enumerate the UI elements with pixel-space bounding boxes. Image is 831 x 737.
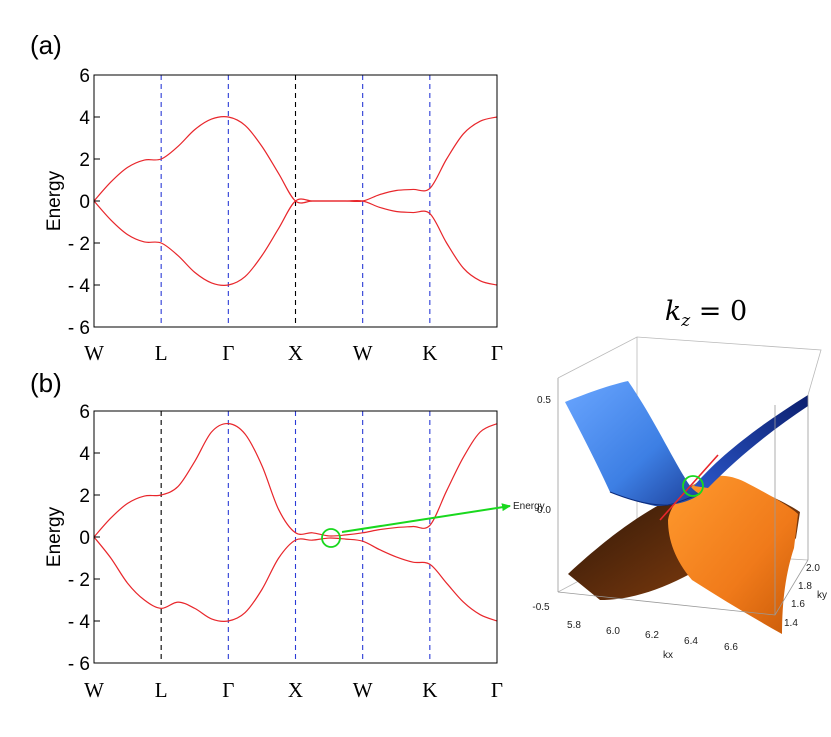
- box-front-edges: [557, 378, 809, 616]
- y-tick-label: 2: [79, 150, 90, 171]
- x-tick-label: W: [353, 678, 373, 702]
- x-tick-label: K: [422, 678, 437, 702]
- y-ticks-3d: 2.0 1.8 1.6 1.4: [784, 563, 820, 629]
- band-lines-a: [94, 115, 497, 287]
- y-tick-label: - 4: [68, 276, 91, 297]
- x-tick-label: Γ: [491, 341, 503, 365]
- y-tick-label-3d: 1.8: [798, 581, 812, 592]
- y-tick-label: - 4: [68, 612, 91, 633]
- y-ticks-a: 6 4 2 0 - 2 - 4 - 6: [68, 66, 100, 339]
- panel-b: (b) Energy 6 4 2 0 - 2 - 4 - 6 W L Γ X W K Γ: [30, 368, 503, 702]
- x-tick-label: Γ: [222, 678, 234, 702]
- x-tick-label: Γ: [491, 678, 503, 702]
- y-tick-label: 4: [79, 108, 90, 129]
- y-tick-label: - 2: [68, 234, 90, 255]
- y-ticks-b: 6 4 2 0 - 2 - 4 - 6: [68, 402, 100, 675]
- x-tick-label: L: [155, 678, 168, 702]
- x-tick-label: X: [288, 341, 303, 365]
- x-tick-label-3d: 6.0: [606, 626, 620, 637]
- lower-band-surface: [568, 475, 800, 634]
- kz-title: kz = 0: [665, 296, 747, 331]
- y-tick-label-3d: 1.6: [791, 599, 805, 610]
- crossing-marker-circle: [321, 528, 341, 548]
- y-tick-label: - 6: [68, 654, 90, 675]
- band-line-upper: [94, 422, 497, 538]
- z-ticks-3d: 0.5 0.0 -0.5: [532, 395, 551, 613]
- y-tick-label: - 6: [68, 318, 90, 339]
- y-tick-label-3d: 1.4: [784, 618, 798, 629]
- y-tick-label: - 2: [68, 570, 90, 591]
- band-line-lower: [94, 198, 497, 287]
- y-tick-label: 0: [79, 192, 90, 213]
- x-tick-label-3d: 6.2: [645, 630, 659, 641]
- y-tick-label: 2: [79, 486, 90, 507]
- x-tick-label-3d: 6.4: [684, 636, 698, 647]
- x-tick-label: L: [155, 341, 168, 365]
- x-tick-label-3d: 6.6: [724, 642, 738, 653]
- y-tick-label: 4: [79, 444, 90, 465]
- x-tick-label: W: [84, 341, 104, 365]
- upper-band-surface: [565, 381, 808, 506]
- x-tick-label: X: [288, 678, 303, 702]
- panel-label-a: (a): [30, 30, 62, 60]
- crossing-line-3d: [659, 454, 719, 521]
- green-arrow: [341, 503, 511, 533]
- x-tick-label: W: [353, 341, 373, 365]
- y-tick-label-3d: 2.0: [806, 563, 820, 574]
- x-tick-label: K: [422, 341, 437, 365]
- panel-a: (a) Energy 6 4 2 0 - 2 - 4 - 6 W L Γ X W K Γ: [30, 30, 503, 365]
- panel-label-b: (b): [30, 368, 62, 398]
- z-axis-label-3d: Energy: [513, 501, 545, 512]
- x-axis-label-3d: kx: [663, 650, 673, 661]
- band-lines-b: [94, 422, 497, 623]
- x-tick-label-3d: 5.8: [567, 620, 581, 631]
- y-tick-label: 0: [79, 528, 90, 549]
- crossing-marker-3d: [682, 475, 704, 497]
- z-tick-label-3d: 0.5: [537, 395, 551, 406]
- y-tick-label: 6: [79, 66, 90, 87]
- x-ticks-3d: 5.8 6.0 6.2 6.4 6.6: [567, 620, 738, 653]
- y-axis-label-3d: ky: [817, 590, 827, 601]
- x-tick-label: Γ: [222, 341, 234, 365]
- y-axis-label-a: Energy: [44, 170, 65, 231]
- z-tick-label-3d: 0.0: [537, 505, 551, 516]
- band-line-lower: [94, 536, 497, 623]
- y-tick-label: 6: [79, 402, 90, 423]
- surface-plot-3d: kz = 0 Energy: [513, 296, 827, 661]
- y-axis-label-b: Energy: [44, 506, 65, 567]
- z-tick-label-3d: -0.5: [532, 602, 550, 613]
- x-tick-label: W: [84, 678, 104, 702]
